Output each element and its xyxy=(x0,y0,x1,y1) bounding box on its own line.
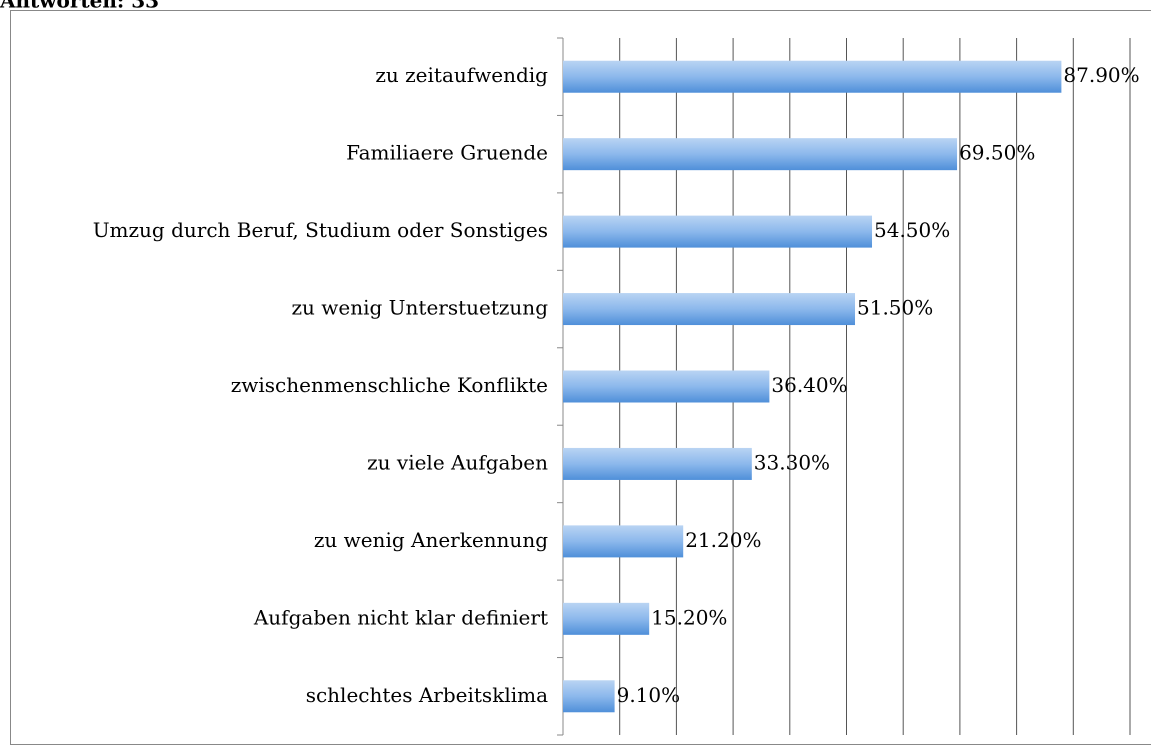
value-label: 54.50% xyxy=(874,218,950,242)
bar xyxy=(563,293,856,326)
bar xyxy=(563,370,770,403)
subtitle: Antworten: 33 xyxy=(0,0,159,13)
value-label: 69.50% xyxy=(959,141,1035,165)
category-label: zu wenig Anerkennung xyxy=(314,528,548,552)
value-label: 15.20% xyxy=(651,605,727,629)
value-label: 36.40% xyxy=(771,373,847,397)
category-label: zwischenmenschliche Konflikte xyxy=(231,373,548,397)
category-label: Umzug durch Beruf, Studium oder Sonstige… xyxy=(93,218,548,242)
bar xyxy=(563,525,684,558)
bar xyxy=(563,215,873,248)
value-label: 87.90% xyxy=(1063,63,1139,87)
category-label: schlechtes Arbeitsklima xyxy=(306,683,548,707)
value-label: 9.10% xyxy=(617,683,681,707)
bar xyxy=(563,680,615,713)
category-label: Aufgaben nicht klar definiert xyxy=(253,605,548,629)
bar xyxy=(563,60,1062,93)
category-label: zu zeitaufwendig xyxy=(375,63,548,87)
frame xyxy=(10,10,1151,745)
category-label: Familiaere Gruende xyxy=(346,141,548,165)
value-label: 21.20% xyxy=(685,528,761,552)
bar xyxy=(563,602,650,635)
bar xyxy=(563,138,958,171)
value-label: 51.50% xyxy=(857,296,933,320)
category-label: zu wenig Unterstuetzung xyxy=(292,296,549,320)
value-label: 33.30% xyxy=(754,450,830,474)
category-label: zu viele Aufgaben xyxy=(367,450,548,474)
bar xyxy=(563,447,752,480)
